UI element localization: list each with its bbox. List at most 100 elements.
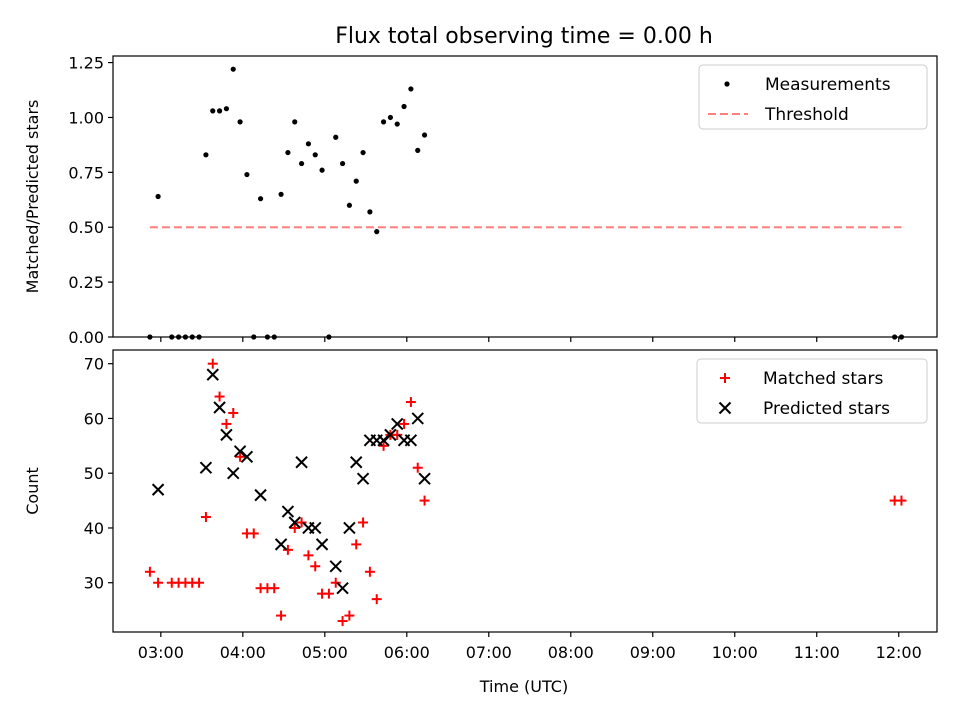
data-point — [351, 539, 362, 550]
data-point — [194, 577, 205, 588]
data-point — [220, 428, 233, 442]
y-tick-label: 50 — [84, 464, 104, 483]
data-point — [254, 488, 267, 502]
data-point — [360, 149, 366, 156]
data-point — [285, 149, 291, 156]
data-point — [207, 358, 218, 369]
data-point — [295, 456, 308, 469]
data-point — [896, 495, 907, 506]
x-stroke — [418, 472, 431, 485]
x-stroke — [220, 428, 233, 442]
x-tick-label: 09:00 — [630, 643, 676, 662]
data-point — [257, 196, 264, 202]
x-tick-label: 06:00 — [384, 643, 430, 662]
data-point — [358, 517, 369, 528]
data-point — [310, 561, 321, 572]
x-tick-label: 03:00 — [138, 643, 184, 662]
data-point — [227, 466, 240, 480]
y-tick-label: 70 — [84, 355, 104, 374]
x-stroke — [227, 466, 240, 480]
data-point — [228, 407, 239, 418]
plot-frame — [112, 349, 938, 633]
x-tick-label: 08:00 — [548, 643, 594, 662]
data-point — [364, 566, 375, 577]
x-stroke — [343, 521, 356, 535]
legend-marker — [720, 373, 730, 383]
data-point — [269, 583, 280, 594]
legend-marker — [718, 401, 732, 415]
x-tick-label: 04:00 — [220, 643, 266, 662]
x-stroke — [411, 412, 424, 425]
legend: Measurements Threshold — [698, 64, 928, 130]
legend-box — [698, 64, 928, 130]
data-point — [278, 191, 284, 197]
data-point — [319, 167, 325, 173]
data-point — [404, 434, 418, 447]
legend-box — [696, 358, 928, 424]
x-tick-label: 10:00 — [712, 643, 758, 662]
data-point — [371, 594, 382, 605]
top-panel: 0.00 0.25 0.50 0.75 1.00 1.25 Matched/Predicte… — [23, 54, 938, 347]
y-axis-label: Count — [23, 467, 42, 515]
x-stroke — [288, 516, 301, 529]
legend-label: Threshold — [764, 105, 849, 125]
data-point — [235, 451, 246, 462]
data-point — [346, 202, 353, 208]
x-stroke — [336, 581, 349, 595]
y-tick-label: 1.00 — [68, 108, 104, 127]
data-point — [210, 108, 216, 114]
x-stroke — [233, 445, 247, 458]
x-tick-label: 11:00 — [794, 643, 840, 662]
data-point — [288, 516, 301, 529]
data-point — [421, 132, 428, 138]
legend-label: Matched stars — [763, 369, 883, 389]
legend-marker — [724, 81, 730, 87]
x-stroke — [151, 483, 165, 496]
plot-frame — [112, 55, 938, 338]
x-stroke — [295, 456, 308, 469]
data-point — [323, 588, 334, 599]
data-point — [315, 538, 329, 551]
series-predicted-stars — [151, 368, 431, 595]
x-stroke — [350, 456, 363, 469]
data-point — [353, 178, 359, 184]
data-point — [367, 209, 373, 215]
y-tick-label: 0.25 — [68, 273, 104, 292]
x-stroke — [254, 488, 267, 502]
data-point — [408, 86, 414, 92]
y-tick-label: 0.75 — [68, 163, 104, 182]
x-stroke — [718, 401, 732, 415]
data-point — [387, 114, 393, 121]
x-tick-label: 07:00 — [466, 643, 512, 662]
data-point — [289, 522, 300, 533]
data-point — [223, 106, 230, 112]
y-tick-label: 0.00 — [68, 328, 104, 347]
bottom-panel: 30 40 50 60 70 03:00 04:00 05:00 06:00 07:00 08:00… — [23, 349, 938, 662]
data-point — [296, 517, 307, 528]
data-point — [200, 512, 211, 523]
data-point — [206, 368, 219, 381]
x-stroke — [329, 560, 342, 573]
data-point — [305, 141, 312, 147]
legend-label: Measurements — [765, 75, 891, 95]
y-tick-label: 0.50 — [68, 218, 104, 237]
data-point — [392, 429, 403, 440]
data-point — [344, 610, 355, 621]
data-point — [274, 538, 288, 551]
data-point — [405, 397, 416, 408]
data-point — [282, 544, 293, 555]
data-point — [221, 418, 232, 429]
data-point — [378, 440, 389, 451]
data-point — [399, 418, 410, 429]
data-point — [336, 581, 349, 595]
data-point — [203, 152, 209, 158]
x-stroke — [206, 368, 219, 381]
y-tick-label: 40 — [84, 519, 104, 538]
data-point — [384, 428, 397, 442]
x-tick-label: 05:00 — [302, 643, 348, 662]
data-point — [333, 134, 339, 140]
x-stroke — [213, 401, 226, 414]
x-stroke — [309, 521, 322, 535]
series-matched-stars — [144, 358, 907, 627]
data-point — [391, 417, 404, 431]
